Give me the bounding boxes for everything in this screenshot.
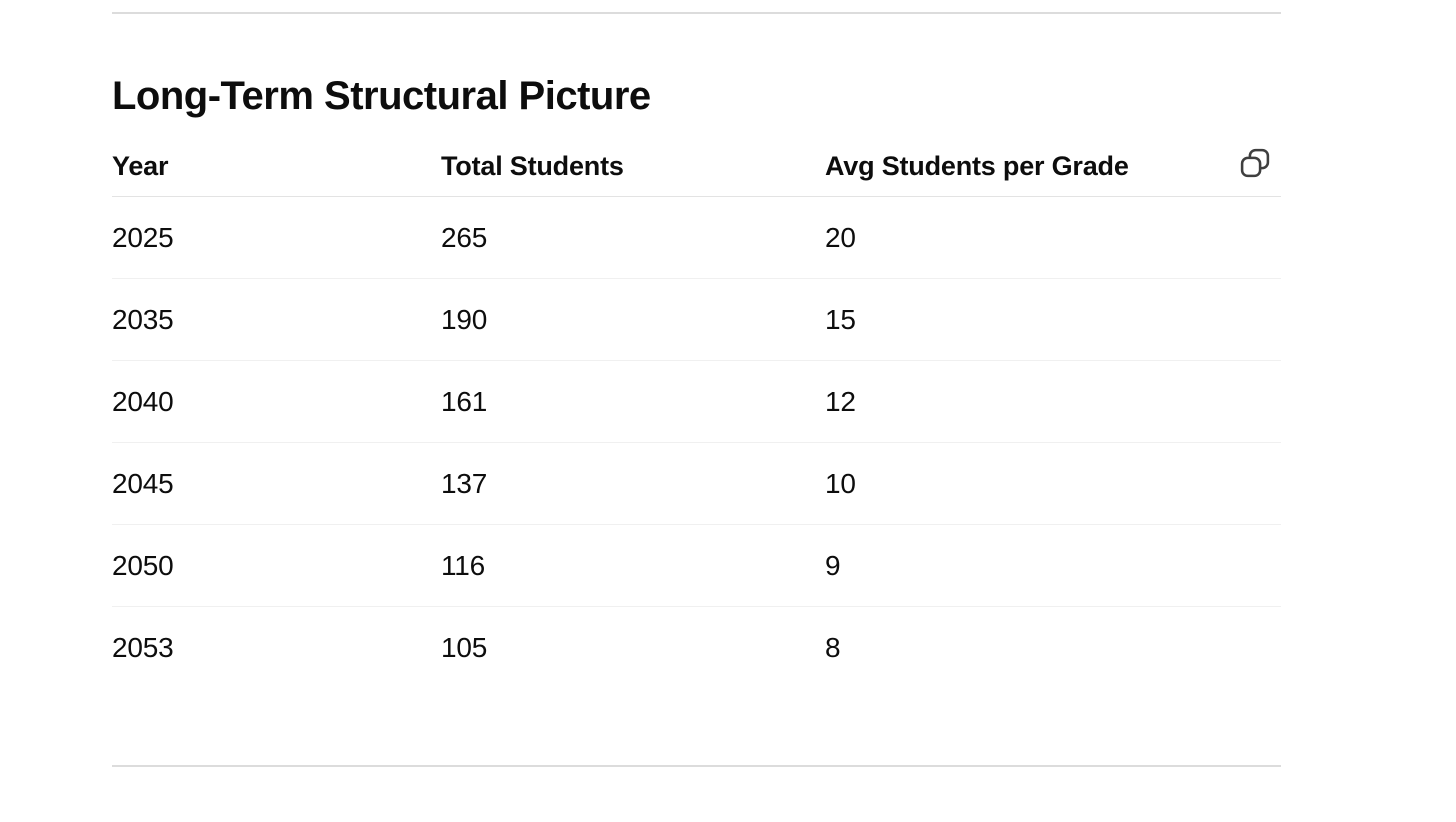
section-divider-top [112, 12, 1281, 14]
copy-icon [1237, 145, 1273, 181]
year-cell: 2053 [112, 631, 174, 663]
total-students-cell: 161 [441, 360, 825, 443]
table-row: 2025 265 20 [112, 196, 1281, 279]
section-title: Long-Term Structural Picture [112, 74, 651, 118]
total-students-cell: 265 [441, 196, 825, 279]
table-row: 2040 161 12 [112, 360, 1281, 443]
year-cell: 2045 [112, 442, 441, 525]
copy-table-button[interactable] [1236, 144, 1274, 182]
table-header-row: Year Total Students Avg Students per Gra… [112, 138, 1281, 197]
year-cell: 2035 [112, 278, 441, 361]
table-row: 2050 116 9 [112, 524, 1281, 607]
table-row: 2053 105 8 [112, 607, 1281, 689]
avg-per-grade-cell: 15 [825, 278, 1281, 361]
total-students-cell: 105 [441, 631, 488, 663]
year-cell: 2050 [112, 524, 441, 607]
year-cell: 2025 [112, 196, 441, 279]
total-students-cell: 190 [441, 278, 825, 361]
avg-per-grade-cell: 20 [825, 196, 1281, 279]
year-cell: 2040 [112, 360, 441, 443]
column-header-avg-students-per-grade: Avg Students per Grade [825, 138, 1281, 197]
chat-message-content: Long-Term Structural Picture Year Total … [112, 12, 1281, 767]
column-header-year: Year [112, 138, 441, 197]
avg-per-grade-cell: 12 [825, 360, 1281, 443]
table-row: 2045 137 10 [112, 442, 1281, 525]
avg-per-grade-cell: 8 [825, 631, 841, 663]
avg-per-grade-cell: 9 [825, 524, 1281, 607]
section-divider-bottom [112, 764, 1281, 767]
table-row: 2035 190 15 [112, 278, 1281, 361]
data-table: Year Total Students Avg Students per Gra… [112, 138, 1281, 689]
avg-per-grade-cell: 10 [825, 442, 1281, 525]
table-container: Year Total Students Avg Students per Gra… [112, 138, 1281, 689]
total-students-cell: 116 [441, 524, 825, 607]
column-header-total-students: Total Students [441, 138, 825, 197]
total-students-cell: 137 [441, 442, 825, 525]
